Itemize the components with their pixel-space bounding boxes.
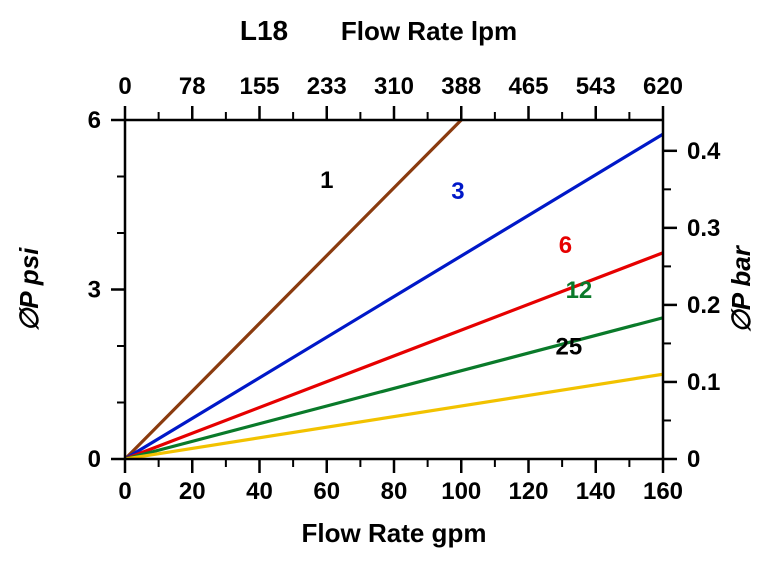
svg-text:40: 40 xyxy=(246,478,273,505)
svg-text:L18: L18 xyxy=(240,15,288,46)
svg-text:∅P bar: ∅P bar xyxy=(726,244,756,333)
svg-text:∅P psi: ∅P psi xyxy=(14,247,44,332)
svg-text:6: 6 xyxy=(88,107,101,134)
svg-text:1: 1 xyxy=(320,167,333,194)
svg-text:0.4: 0.4 xyxy=(687,138,721,165)
svg-text:60: 60 xyxy=(313,478,340,505)
svg-text:25: 25 xyxy=(555,333,582,360)
svg-text:0.1: 0.1 xyxy=(687,369,720,396)
svg-text:120: 120 xyxy=(508,478,548,505)
svg-text:3: 3 xyxy=(451,178,464,205)
svg-text:80: 80 xyxy=(381,478,408,505)
svg-text:140: 140 xyxy=(576,478,616,505)
svg-text:20: 20 xyxy=(179,478,206,505)
svg-text:310: 310 xyxy=(374,73,414,100)
svg-text:543: 543 xyxy=(576,73,616,100)
svg-text:0: 0 xyxy=(88,446,101,473)
svg-text:78: 78 xyxy=(179,73,206,100)
svg-text:0: 0 xyxy=(118,478,131,505)
svg-text:0: 0 xyxy=(687,446,700,473)
svg-text:155: 155 xyxy=(239,73,279,100)
pressure-flow-chart: 0204060801001201401600781552333103884655… xyxy=(0,0,768,564)
svg-text:465: 465 xyxy=(508,73,548,100)
svg-text:0.3: 0.3 xyxy=(687,215,720,242)
svg-text:12: 12 xyxy=(566,277,593,304)
svg-text:388: 388 xyxy=(441,73,481,100)
svg-text:6: 6 xyxy=(559,232,572,259)
svg-text:160: 160 xyxy=(643,478,683,505)
svg-text:Flow Rate lpm: Flow Rate lpm xyxy=(341,16,517,46)
svg-text:233: 233 xyxy=(307,73,347,100)
svg-text:0: 0 xyxy=(118,73,131,100)
svg-text:0.2: 0.2 xyxy=(687,292,720,319)
svg-text:Flow Rate gpm: Flow Rate gpm xyxy=(302,518,487,548)
svg-text:100: 100 xyxy=(441,478,481,505)
svg-text:3: 3 xyxy=(88,277,101,304)
chart-svg: 0204060801001201401600781552333103884655… xyxy=(0,0,768,564)
svg-text:620: 620 xyxy=(643,73,683,100)
